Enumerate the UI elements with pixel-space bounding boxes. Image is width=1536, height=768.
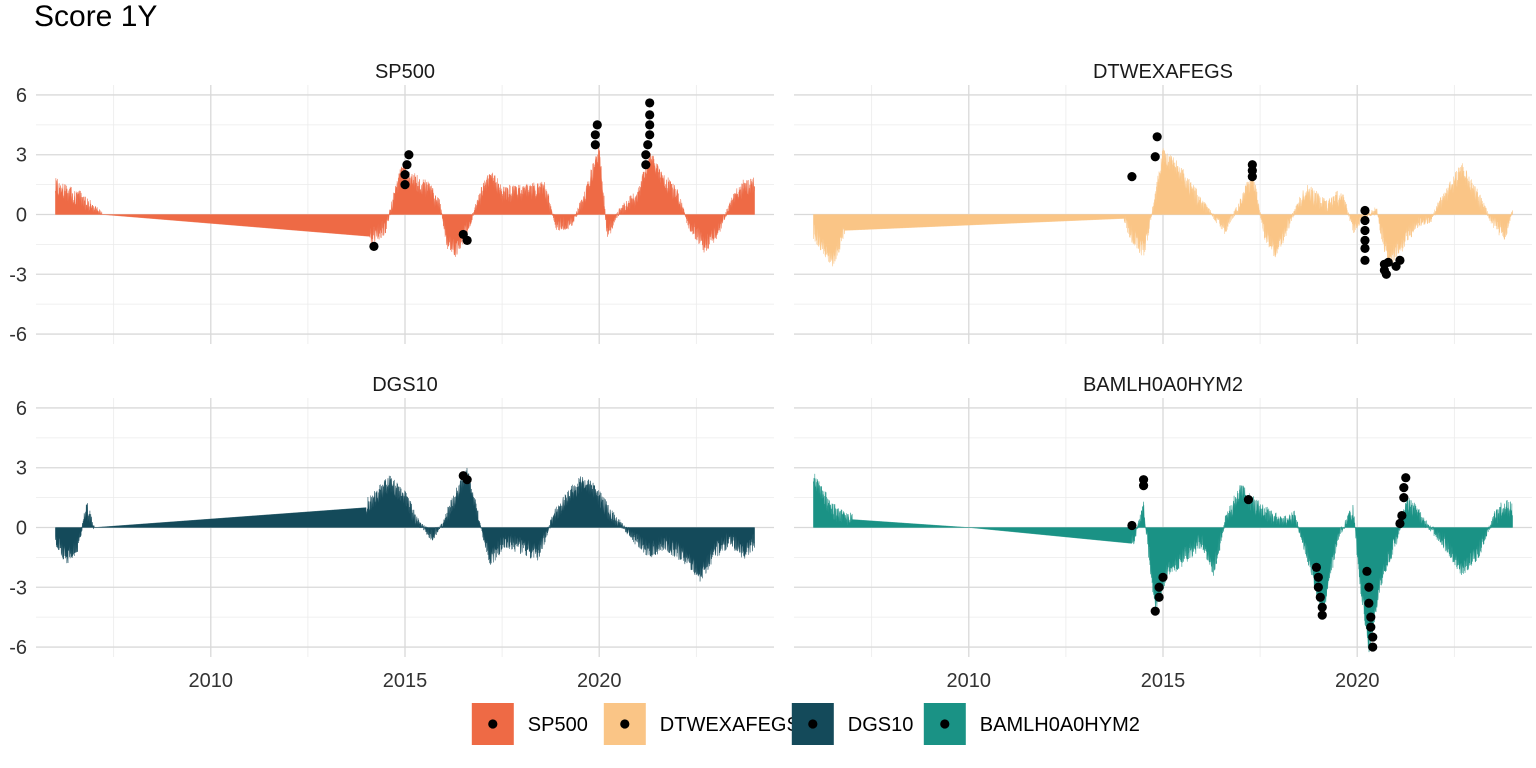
- y-tick-label: 6: [16, 398, 27, 420]
- x-tick-label: 2020: [1335, 670, 1380, 692]
- flag-point-dtwexafegs: [1381, 269, 1391, 279]
- y-tick-label: 6: [16, 85, 27, 107]
- x-tick-label: 2020: [577, 670, 622, 692]
- facet-panels: SP500 -6 -3 0 3 6 DTWEXAFEGS DGS10 -6 -3 0 3 6 2010 20…: [9, 61, 1532, 692]
- x-tick-label: 2015: [383, 670, 428, 692]
- flag-point-bamlh0a0hym2: [1366, 622, 1376, 632]
- legend-label-sp500: SP500: [528, 714, 588, 736]
- flag-point-sp500: [590, 140, 600, 150]
- flag-point-bamlh0a0hym2: [1368, 642, 1378, 652]
- flag-point-bamlh0a0hym2: [1399, 493, 1409, 503]
- flag-point-bamlh0a0hym2: [1397, 510, 1407, 521]
- flag-point-bamlh0a0hym2: [1362, 566, 1372, 576]
- flag-point-sp500: [400, 170, 410, 180]
- panel-dtwexafegs: DTWEXAFEGS: [794, 61, 1532, 344]
- y-tick-label: 0: [16, 205, 27, 227]
- y-tick-label: -6: [9, 637, 27, 659]
- flag-point-sp500: [590, 130, 600, 140]
- flag-point-bamlh0a0hym2: [1368, 632, 1378, 642]
- flag-point-dtwexafegs: [1360, 243, 1370, 253]
- flag-point-bamlh0a0hym2: [1154, 582, 1164, 592]
- y-tick-label: -6: [9, 324, 27, 346]
- flag-point-bamlh0a0hym2: [1243, 495, 1254, 505]
- legend-label-dgs10: DGS10: [848, 714, 914, 736]
- area-series-dtwexafegs: [813, 147, 1513, 267]
- flag-point-bamlh0a0hym2: [1401, 473, 1411, 483]
- flag-point-dtwexafegs: [1152, 132, 1162, 142]
- flag-point-dtwexafegs: [1360, 205, 1370, 216]
- flag-point-sp500: [462, 235, 472, 245]
- chart-title: Score 1Y: [34, 0, 157, 33]
- area-series-bamlh0a0hym2: [813, 473, 1513, 653]
- flag-point-sp500: [641, 160, 651, 170]
- panel-title-dgs10: DGS10: [372, 374, 438, 396]
- y-tick-label: 0: [16, 518, 27, 540]
- flag-point-dtwexafegs: [1395, 255, 1405, 265]
- flag-point-sp500: [402, 160, 412, 170]
- flag-point-dtwexafegs: [1383, 257, 1393, 267]
- flag-point-bamlh0a0hym2: [1150, 606, 1160, 616]
- legend-item-bamlh0a0hym2: BAMLH0A0HYM2: [923, 703, 1140, 745]
- panel-dgs10: DGS10 -6 -3 0 3 6 2010 2015 2020: [9, 374, 774, 692]
- flag-point-bamlh0a0hym2: [1395, 518, 1405, 529]
- flag-point-bamlh0a0hym2: [1364, 582, 1374, 592]
- flag-point-dtwexafegs: [1150, 152, 1160, 162]
- flag-point-sp500: [641, 150, 651, 160]
- legend-item-dtwexafegs: DTWEXAFEGS: [603, 703, 800, 745]
- flag-point-sp500: [645, 130, 655, 140]
- panel-title-bamlh0a0hym2: BAMLH0A0HYM2: [1083, 374, 1243, 396]
- flag-point-dtwexafegs: [1360, 215, 1370, 226]
- flag-point-dtwexafegs: [1360, 235, 1370, 245]
- panel-bamlh0a0hym2: BAMLH0A0HYM2 2010 2015 2020: [794, 374, 1532, 692]
- x-tick-label: 2010: [189, 670, 234, 692]
- flag-point-bamlh0a0hym2: [1313, 572, 1323, 582]
- flag-point-sp500: [645, 98, 655, 108]
- flag-point-sp500: [645, 120, 655, 130]
- flag-point-sp500: [645, 110, 655, 120]
- x-tick-label: 2015: [1141, 670, 1186, 692]
- flag-point-bamlh0a0hym2: [1399, 483, 1409, 493]
- panel-sp500: SP500 -6 -3 0 3 6: [9, 61, 774, 346]
- flag-point-sp500: [400, 180, 410, 190]
- legend: SP500 DTWEXAFEGS DGS10 BAMLH0A0HYM2: [471, 703, 1140, 745]
- legend-point-icon: [808, 719, 818, 729]
- flag-point-bamlh0a0hym2: [1138, 475, 1149, 485]
- flag-point-bamlh0a0hym2: [1311, 562, 1322, 572]
- panel-title-sp500: SP500: [375, 61, 435, 83]
- flag-point-bamlh0a0hym2: [1127, 520, 1137, 531]
- panel-title-dtwexafegs: DTWEXAFEGS: [1093, 61, 1233, 83]
- flag-point-sp500: [643, 140, 653, 150]
- flag-point-bamlh0a0hym2: [1313, 582, 1323, 592]
- flag-point-bamlh0a0hym2: [1154, 592, 1164, 602]
- flag-point-dgs10: [462, 475, 472, 485]
- flag-point-dtwexafegs: [1127, 172, 1137, 182]
- legend-label-bamlh0a0hym2: BAMLH0A0HYM2: [980, 714, 1140, 736]
- area-series-dgs10: [55, 467, 755, 582]
- flag-point-dtwexafegs: [1360, 225, 1370, 236]
- y-tick-label: -3: [9, 264, 27, 286]
- y-tick-label: 3: [16, 145, 27, 167]
- flag-point-sp500: [369, 241, 379, 251]
- flag-point-bamlh0a0hym2: [1366, 612, 1376, 622]
- flag-point-bamlh0a0hym2: [1315, 592, 1325, 602]
- flag-point-bamlh0a0hym2: [1317, 610, 1327, 620]
- flag-point-sp500: [592, 120, 602, 130]
- legend-point-icon: [620, 719, 630, 729]
- flag-point-bamlh0a0hym2: [1364, 598, 1374, 608]
- legend-point-icon: [940, 719, 950, 729]
- flag-point-sp500: [404, 150, 414, 160]
- legend-label-dtwexafegs: DTWEXAFEGS: [660, 714, 800, 736]
- x-tick-label: 2010: [947, 670, 992, 692]
- flag-point-dtwexafegs: [1360, 255, 1370, 265]
- legend-item-sp500: SP500: [471, 703, 588, 745]
- y-tick-label: -3: [9, 577, 27, 599]
- legend-point-icon: [488, 719, 498, 729]
- y-tick-label: 3: [16, 458, 27, 480]
- flag-point-dtwexafegs: [1247, 160, 1257, 170]
- legend-item-dgs10: DGS10: [791, 703, 914, 745]
- flag-point-bamlh0a0hym2: [1158, 572, 1168, 582]
- flag-point-bamlh0a0hym2: [1317, 602, 1327, 612]
